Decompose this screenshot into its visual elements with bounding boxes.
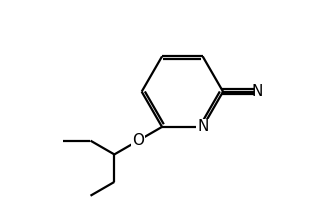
Text: N: N	[197, 119, 208, 134]
Text: O: O	[132, 133, 144, 148]
Text: N: N	[252, 84, 263, 99]
